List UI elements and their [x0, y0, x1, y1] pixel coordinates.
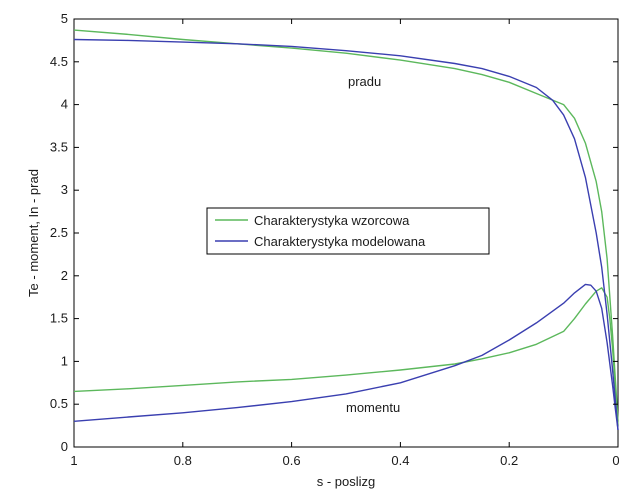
legend-label-wzorcowa: Charakterystyka wzorcowa: [254, 213, 410, 228]
y-tick-label: 3: [61, 182, 68, 197]
x-axis-title: s - poslizg: [317, 474, 376, 489]
y-tick-label: 1: [61, 353, 68, 368]
x-tick-label: 0.8: [174, 453, 192, 468]
legend-box: [206, 207, 490, 255]
annotation-momentu: momentu: [346, 400, 400, 415]
annotation-pradu: pradu: [348, 74, 381, 89]
y-tick-label: 2: [61, 268, 68, 283]
y-axis-title: Te - moment, In - prad: [26, 169, 41, 297]
x-tick-label: 0.6: [283, 453, 301, 468]
modelowana-moment-line: [73, 283, 619, 430]
y-tick-label: 5: [61, 11, 68, 26]
modelowana-prad-line: [73, 38, 619, 430]
legend-label-modelowana: Charakterystyka modelowana: [254, 234, 426, 249]
tick-layer: 1 0.8 0.6 0.4 0.2 0 0 0.5 1 1.5 2 2.5 3 3.5 4 4.5 5: [50, 11, 619, 468]
y-tick-label: 0: [61, 439, 68, 454]
x-tick-label: 1: [70, 453, 77, 468]
series-layer: [73, 29, 619, 430]
y-tick-label: 0.5: [50, 396, 68, 411]
y-tick-label: 4: [61, 97, 68, 112]
x-tick-label: 0: [612, 453, 619, 468]
y-tick-label: 3.5: [50, 139, 68, 154]
x-tick-label: 0.4: [391, 453, 409, 468]
y-tick-label: 4.5: [50, 54, 68, 69]
y-tick-label: 2.5: [50, 225, 68, 240]
legend: Charakterystyka wzorcowa Charakterystyka…: [206, 207, 490, 255]
wzorcowa-moment-line: [73, 287, 619, 426]
y-tick-label: 1.5: [50, 311, 68, 326]
x-tick-label: 0.2: [500, 453, 518, 468]
